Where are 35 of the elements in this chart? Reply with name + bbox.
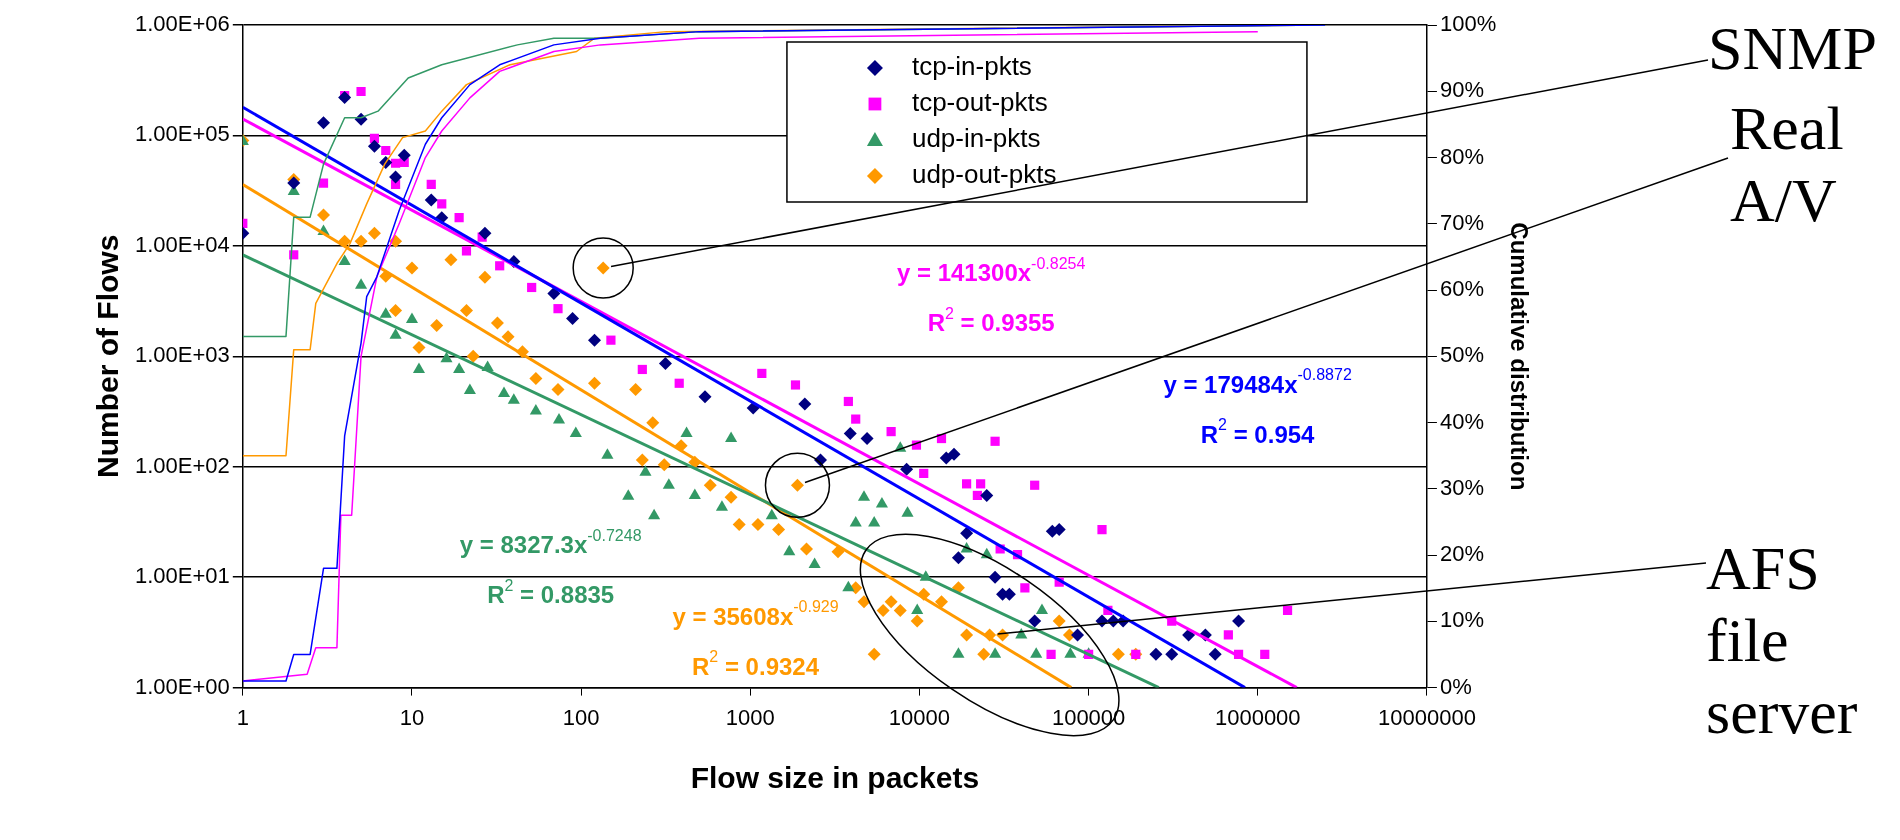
legend-label: tcp-in-pkts [911,51,1032,82]
annotation: AFS file server [1706,533,1858,748]
legend-label: udp-out-pkts [911,159,1057,190]
y2-tick-label: 50% [1439,342,1484,368]
legend-label: tcp-out-pkts [911,87,1048,118]
y2-tick-label: 60% [1439,276,1484,302]
y2-tick-label: 80% [1439,143,1484,169]
annotation: SNMP [1708,13,1877,84]
y2-tick-label: 100% [1439,11,1497,37]
x-tick-label: 1000000 [1214,704,1301,730]
y2-tick-label: 0% [1439,673,1472,699]
y-tick-label: 1.00E+00 [135,673,230,699]
legend-label: udp-in-pkts [911,123,1041,154]
y2-tick-label: 20% [1439,541,1484,567]
x-tick-label: 10 [399,704,425,730]
y2-tick-label: 70% [1439,209,1484,235]
y-axis-title: Number of Flows [91,234,125,478]
annotation: Real A/V [1730,93,1844,236]
y-tick-label: 1.00E+02 [135,452,230,478]
y-tick-label: 1.00E+05 [135,121,230,147]
y-tick-label: 1.00E+03 [135,342,230,368]
x-tick-label: 10000000 [1377,704,1476,730]
x-axis-title: Flow size in packets [690,761,980,795]
x-tick-label: 100 [562,704,600,730]
y2-tick-label: 40% [1439,408,1484,434]
y2-axis-title: Cumulative distribution [1505,222,1533,491]
y-tick-label: 1.00E+01 [135,563,230,589]
y-tick-label: 1.00E+06 [135,11,230,37]
y-tick-label: 1.00E+04 [135,231,230,257]
y2-tick-label: 10% [1439,607,1484,633]
x-tick-label: 1000 [725,704,775,730]
x-tick-label: 10000 [888,704,951,730]
x-tick-label: 1 [236,704,249,730]
y2-tick-label: 30% [1439,474,1484,500]
y2-tick-label: 90% [1439,77,1484,103]
